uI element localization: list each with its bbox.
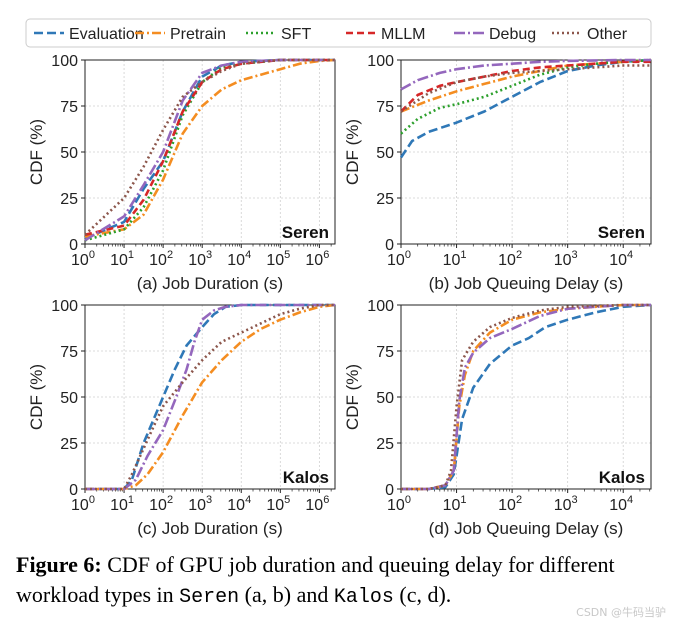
x-tick-label: 102 — [149, 249, 173, 269]
y-axis-label: CDF (%) — [27, 119, 46, 185]
y-tick-label: 25 — [60, 436, 78, 453]
x-tick-label: 101 — [443, 249, 467, 269]
y-tick-label: 75 — [60, 344, 78, 361]
x-tick-label: 100 — [71, 249, 95, 269]
legend-label-sft: SFT — [281, 26, 311, 43]
series-line-other — [85, 303, 335, 491]
x-axis-label: (a) Job Duration (s) — [137, 274, 283, 293]
y-tick-label: 50 — [60, 390, 78, 407]
y-tick-label: 50 — [376, 145, 394, 162]
y-tick-label: 75 — [376, 99, 394, 116]
y-tick-label: 75 — [60, 99, 78, 116]
x-tick-label: 102 — [498, 249, 522, 269]
x-tick-label: 100 — [387, 249, 411, 269]
legend-item-pretrain: Pretrain — [135, 26, 226, 43]
legend-item-other: Other — [552, 26, 628, 43]
legend-label-debug: Debug — [489, 26, 536, 43]
panel-a: 0 25 50 75 100 100 101 102 103 104 105 106 Seren (a) … — [27, 53, 336, 293]
x-tick-label: 100 — [387, 494, 411, 514]
x-tick-label: 101 — [443, 494, 467, 514]
x-tick-label: 102 — [149, 494, 173, 514]
series-line-debug — [85, 303, 335, 491]
x-tick-label: 100 — [71, 494, 95, 514]
x-axis-label: (d) Job Queuing Delay (s) — [429, 519, 624, 538]
legend-item-debug: Debug — [454, 26, 536, 43]
y-tick-label: 0 — [69, 237, 78, 254]
y-tick-label: 25 — [376, 191, 394, 208]
y-axis-label: CDF (%) — [343, 119, 362, 185]
x-axis-label: (c) Job Duration (s) — [137, 519, 282, 538]
caption-text-1: CDF of GPU job duration and queuing dela… — [16, 552, 615, 607]
x-tick-label: 103 — [188, 494, 212, 514]
x-tick-label: 105 — [266, 494, 290, 514]
y-tick-label: 0 — [385, 482, 394, 499]
y-tick-label: 25 — [60, 191, 78, 208]
legend-label-pretrain: Pretrain — [170, 26, 226, 43]
watermark: CSDN @牛码当驴 — [576, 606, 666, 619]
legend-frame — [25, 18, 652, 48]
y-tick-label: 25 — [376, 436, 394, 453]
series-line-debug — [401, 303, 651, 491]
series-line-sft — [84, 58, 335, 242]
x-tick-label: 102 — [498, 494, 522, 514]
y-tick-label: 50 — [376, 390, 394, 407]
x-tick-label: 103 — [188, 249, 212, 269]
caption-seren: Seren — [179, 586, 240, 609]
x-tick-label: 106 — [305, 249, 329, 269]
series-line-evaluation — [85, 303, 335, 491]
x-tick-label: 105 — [266, 249, 290, 269]
legend-item-evaluation: Evaluation — [34, 26, 144, 43]
y-axis-label: CDF (%) — [343, 364, 362, 430]
caption-label: Figure 6: — [16, 552, 102, 577]
y-tick-label: 100 — [51, 53, 78, 70]
y-tick-label: 100 — [51, 298, 78, 315]
y-tick-label: 100 — [367, 53, 394, 70]
panel-c: 0 25 50 75 100 100 101 102 103 104 105 106 Kalos (c) … — [27, 298, 336, 538]
series-line-other — [400, 64, 651, 113]
x-tick-label: 101 — [110, 494, 134, 514]
series-line-pretrain — [85, 303, 336, 491]
x-tick-label: 104 — [609, 249, 633, 269]
series-line-evaluation — [84, 58, 335, 240]
x-tick-label: 104 — [227, 494, 251, 514]
cluster-tag: Seren — [598, 223, 645, 242]
panel-d: 0 25 50 75 100 100 101 102 103 104 Kalos (d) Job Qu… — [343, 298, 652, 538]
cluster-tag: Kalos — [599, 468, 645, 487]
legend-label-mllm: MLLM — [381, 26, 425, 43]
caption-text-2: (a, b) and — [239, 582, 334, 607]
series-line-debug — [400, 58, 651, 91]
cdf-chart-grid: Evaluation Pretrain SFT MLLM Debug Other 0 25 5… — [25, 18, 652, 538]
x-tick-label: 104 — [609, 494, 633, 514]
cluster-tag: Seren — [282, 223, 329, 242]
x-axis-label: (b) Job Queuing Delay (s) — [429, 274, 624, 293]
y-tick-label: 75 — [376, 344, 394, 361]
series-line-mllm — [84, 58, 335, 237]
legend: Evaluation Pretrain SFT MLLM Debug Other — [25, 18, 652, 48]
y-tick-label: 0 — [385, 237, 394, 254]
legend-item-mllm: MLLM — [346, 26, 425, 43]
x-tick-label: 104 — [227, 249, 251, 269]
series-line-debug — [84, 58, 335, 242]
series-line-pretrain — [84, 58, 336, 238]
panel-b: 0 25 50 75 100 100 101 102 103 104 Seren (b) Job Qu… — [343, 53, 652, 293]
legend-label-other: Other — [587, 26, 628, 43]
x-tick-label: 101 — [110, 249, 134, 269]
x-tick-label: 106 — [305, 494, 329, 514]
x-tick-label: 103 — [554, 249, 578, 269]
cluster-tag: Kalos — [283, 468, 329, 487]
series-line-other — [84, 58, 335, 236]
legend-item-sft: SFT — [246, 26, 311, 43]
y-tick-label: 100 — [367, 298, 394, 315]
y-axis-label: CDF (%) — [27, 364, 46, 430]
legend-label-evaluation: Evaluation — [69, 26, 144, 43]
y-tick-label: 50 — [60, 145, 78, 162]
y-tick-label: 0 — [69, 482, 78, 499]
caption-text-3: (c, d). — [393, 582, 452, 607]
caption-kalos: Kalos — [333, 586, 394, 609]
series-line-mllm — [400, 60, 651, 113]
figure-caption: Figure 6: CDF of GPU job duration and qu… — [16, 550, 666, 613]
x-tick-label: 103 — [554, 494, 578, 514]
